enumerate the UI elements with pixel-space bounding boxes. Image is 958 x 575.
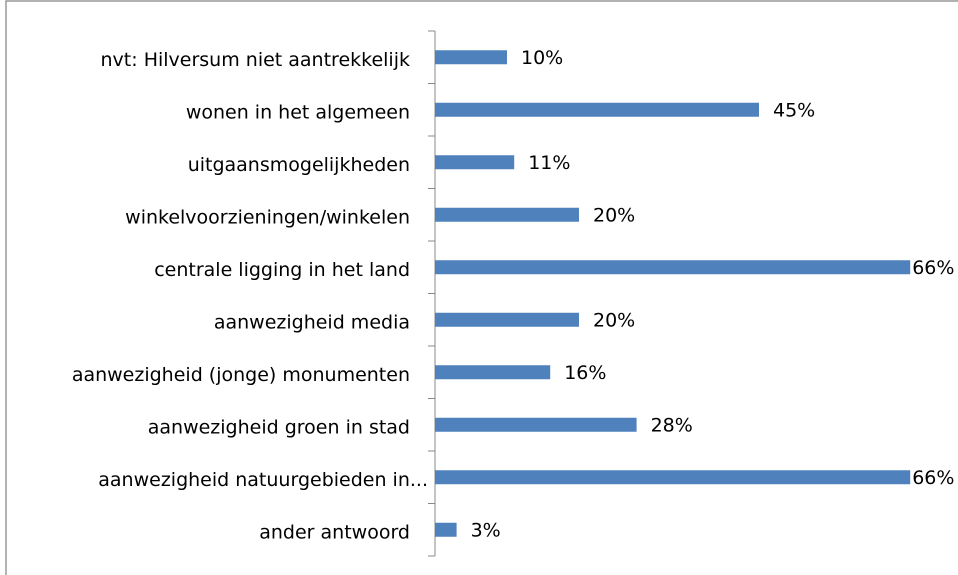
category-label: aanwezigheid (jonge) monumenten bbox=[72, 364, 410, 386]
category-label: aanwezigheid natuurgebieden in... bbox=[98, 469, 428, 491]
value-label: 20% bbox=[593, 204, 635, 226]
bar bbox=[435, 260, 911, 275]
bar bbox=[435, 522, 457, 537]
value-label: 66% bbox=[912, 467, 954, 489]
bar bbox=[435, 207, 579, 222]
category-label: wonen in het algemeen bbox=[186, 101, 410, 123]
category-label: aanwezigheid groen in stad bbox=[148, 416, 410, 438]
bar bbox=[435, 365, 551, 380]
value-label: 20% bbox=[593, 309, 635, 331]
bar bbox=[435, 470, 911, 485]
value-label: 28% bbox=[651, 414, 693, 436]
category-label: ander antwoord bbox=[259, 521, 410, 543]
value-label: 3% bbox=[471, 519, 501, 541]
bar bbox=[435, 155, 515, 170]
value-label: 66% bbox=[912, 257, 954, 279]
category-label: uitgaansmogelijkheden bbox=[188, 154, 410, 176]
bar bbox=[435, 50, 507, 65]
bar bbox=[435, 417, 637, 432]
value-label: 45% bbox=[773, 99, 815, 121]
value-label: 16% bbox=[564, 362, 606, 384]
value-label: 10% bbox=[521, 47, 563, 69]
category-label: aanwezigheid media bbox=[214, 311, 410, 333]
bar bbox=[435, 312, 579, 327]
category-label: nvt: Hilversum niet aantrekkelijk bbox=[101, 49, 410, 71]
category-label: winkelvoorzieningen/winkelen bbox=[125, 206, 410, 228]
category-label: centrale ligging in het land bbox=[154, 259, 410, 281]
value-label: 11% bbox=[528, 152, 570, 174]
bar bbox=[435, 102, 759, 117]
